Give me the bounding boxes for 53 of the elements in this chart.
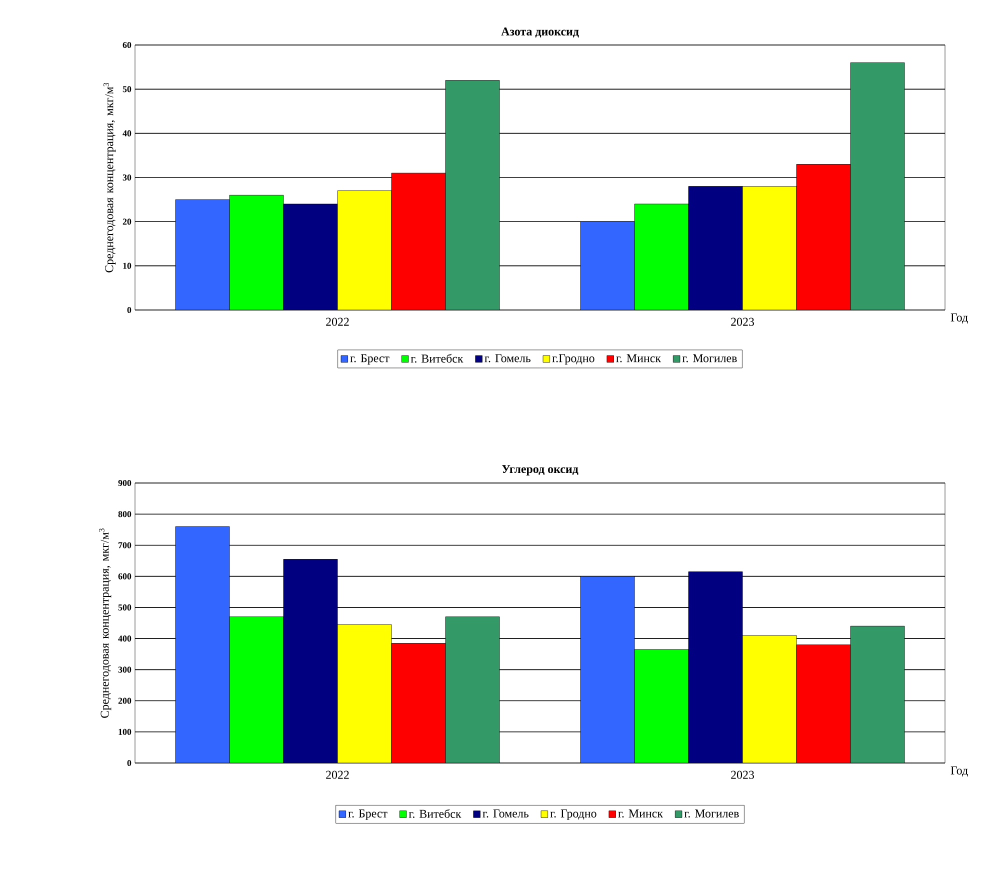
legend-label: г. Брест	[348, 810, 388, 820]
legend-label: г. Витебск	[408, 809, 462, 818]
bar	[688, 571, 743, 763]
chart-title: Углерод оксид	[502, 465, 578, 476]
y-tick-label: 800	[118, 511, 132, 518]
legend-label: г. Брест	[350, 354, 390, 365]
bar	[742, 635, 797, 763]
bar	[634, 204, 689, 310]
legend-label: г.Гродно	[552, 354, 594, 365]
bar	[634, 649, 689, 763]
y-axis-title: Среднегодовая концентрация, мкг/м$^{3}$	[104, 82, 116, 272]
chart-title: Азота диоксид	[501, 28, 579, 38]
x-tick-label: 2022	[326, 770, 349, 779]
legend-label: г. Витебск	[410, 354, 464, 363]
y-tick-label: 700	[118, 542, 132, 548]
y-tick-label: 200	[118, 698, 132, 704]
y-tick-label: 20	[122, 218, 132, 225]
legend-label: г. Минск	[618, 810, 663, 818]
y-tick-label: 500	[118, 604, 132, 610]
legend-label: г. Минск	[616, 354, 661, 362]
y-tick-label: 0	[127, 306, 132, 314]
legend-label: г. Могилев	[682, 354, 737, 362]
legend-label: г. Могилев	[684, 810, 739, 818]
bar	[337, 624, 392, 763]
y-tick-label: 10	[123, 262, 132, 269]
y-tick-label: 40	[122, 130, 132, 136]
y-tick-label: 600	[118, 573, 132, 580]
x-tick-label: 2023	[731, 318, 754, 326]
bar	[796, 644, 851, 763]
bar	[283, 559, 338, 763]
y-tick-label: 100	[118, 728, 132, 735]
x-tick-label: 2022	[326, 318, 349, 326]
bar	[850, 626, 905, 763]
x-tick-label: 2023	[731, 770, 754, 779]
y-axis-title: Среднегодовая концентрация, мкг/м$^{3}$	[99, 528, 112, 718]
y-tick-label: 60	[122, 42, 132, 48]
bar	[445, 616, 500, 763]
x-axis-title: Год	[950, 314, 968, 324]
legend-label: г. Гродно	[550, 810, 596, 820]
bar	[175, 526, 230, 763]
y-tick-label: 50	[122, 86, 132, 92]
x-axis-title: Год	[950, 766, 968, 777]
bar	[391, 643, 446, 763]
y-tick-label: 30	[122, 174, 132, 181]
legend-label: г. Гомель	[482, 810, 529, 818]
bar	[229, 194, 284, 310]
bar	[229, 616, 284, 763]
y-tick-label: 900	[118, 480, 132, 486]
y-tick-label: 0	[127, 760, 132, 766]
y-tick-label: 400	[118, 636, 132, 642]
bar	[580, 576, 635, 763]
legend-label: г. Гомель	[484, 354, 531, 362]
y-tick-label: 300	[118, 666, 132, 673]
